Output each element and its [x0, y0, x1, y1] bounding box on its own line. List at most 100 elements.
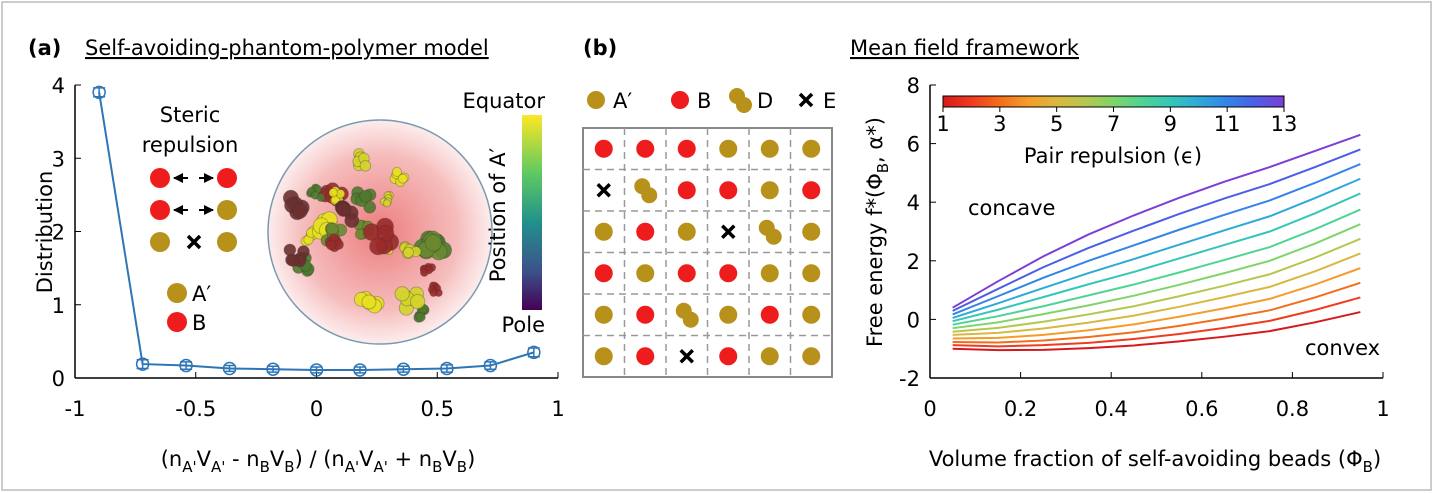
- lattice-site: [802, 181, 821, 200]
- error-bar: [93, 87, 106, 98]
- x-tick-label: 1: [551, 397, 564, 421]
- lattice-site: [677, 139, 696, 158]
- legend-label: E: [823, 89, 836, 113]
- y-tick-label: 6: [907, 133, 920, 157]
- annotation: concave: [968, 196, 1055, 220]
- sphere-blob: [328, 187, 338, 198]
- lattice-site: [636, 264, 655, 283]
- label-part: Free energy f*(Φ: [863, 173, 887, 347]
- sphere-blob: [291, 202, 308, 219]
- label-part: + n: [388, 447, 432, 471]
- data-point: [440, 361, 454, 376]
- data-point: [266, 362, 280, 376]
- label-part: ) / (n: [295, 447, 345, 471]
- data-point: [135, 357, 150, 371]
- bead: [217, 168, 237, 188]
- series-line: [952, 267, 1361, 340]
- subscript: A': [182, 458, 196, 476]
- bead: [217, 200, 237, 220]
- x-tick-label: 0.2: [1004, 397, 1037, 421]
- colorbar-tick-label: 3: [993, 112, 1006, 136]
- sphere-blob: [316, 192, 326, 202]
- bead: [150, 200, 170, 220]
- series-line: [952, 163, 1361, 316]
- label-part: ): [1373, 447, 1381, 471]
- sphere-blob: [369, 237, 387, 256]
- label-part: Volume fraction of self-avoiding beads (…: [929, 447, 1363, 471]
- sphere-blob: [376, 224, 395, 243]
- colorbar-tick-label: 7: [1107, 112, 1120, 136]
- lattice-site: [721, 224, 736, 239]
- data-point: [396, 362, 411, 376]
- sphere-blob: [286, 254, 300, 267]
- data-point: [527, 345, 541, 360]
- subscript: B: [432, 458, 442, 476]
- subscript: B: [260, 458, 270, 476]
- colorbar-top: Equator: [463, 89, 546, 113]
- chart-title: Self-avoiding-phantom-polymer model: [85, 36, 489, 60]
- y-tick-label: 0: [52, 367, 65, 391]
- annotation: convex: [1305, 336, 1380, 360]
- x-tick-label: -0.5: [175, 397, 216, 421]
- lattice-site: [594, 347, 613, 366]
- lattice-site: [802, 264, 821, 283]
- sphere-blob: [429, 288, 438, 297]
- data-point: [353, 363, 367, 377]
- error-bar: [267, 365, 280, 373]
- data-point: [92, 85, 106, 100]
- legend-marker: [798, 92, 814, 108]
- lattice-site: [719, 139, 738, 158]
- lattice-site: [802, 139, 821, 158]
- label-part: (n: [161, 447, 183, 471]
- x-axis-label: (nA'VA' - nBVB) / (nA'VA' + nBVB): [161, 447, 476, 476]
- x-tick-label: 0: [923, 397, 936, 421]
- lattice-site: [760, 264, 779, 283]
- lattice-site: [679, 349, 694, 364]
- data-point: [483, 358, 498, 373]
- sphere-blob: [397, 173, 408, 184]
- lattice-site: [719, 181, 738, 200]
- sphere-blob: [382, 199, 392, 208]
- lattice-site: [636, 139, 655, 158]
- sphere-blob: [325, 222, 339, 236]
- x-tick-label: 0.5: [421, 397, 454, 421]
- lattice-site: [760, 181, 779, 200]
- legend-label: B: [697, 89, 711, 113]
- lattice-site: [677, 264, 696, 283]
- series-line: [952, 237, 1361, 333]
- lattice-site: [594, 222, 613, 241]
- y-axis-label: Distribution: [33, 171, 57, 294]
- colorbar-label: Position of A′: [486, 148, 510, 283]
- panel-label: (b): [583, 36, 617, 60]
- sphere-blob: [424, 234, 443, 252]
- sphere-blob: [391, 166, 403, 178]
- x-tick-label: 0.6: [1185, 397, 1218, 421]
- sphere-blob: [419, 267, 429, 277]
- colorbar: [522, 115, 542, 310]
- sphere-blob: [359, 189, 372, 203]
- label-part: , α*): [863, 117, 887, 163]
- sphere-blob: [283, 243, 297, 257]
- lattice-site: [594, 305, 613, 324]
- data-point: [309, 363, 324, 377]
- lattice-site: [636, 222, 655, 241]
- error-bar: [527, 347, 540, 358]
- subscript: B: [1363, 458, 1373, 476]
- x-tick-label: 1: [1376, 397, 1389, 421]
- sphere-blob: [325, 239, 337, 251]
- bead: [217, 232, 237, 252]
- legend-label: A′: [613, 89, 632, 113]
- x-tick-label: 0.8: [1276, 397, 1309, 421]
- cross: [186, 234, 202, 250]
- colorbar-bottom: Pole: [501, 313, 545, 337]
- subscript: A': [211, 458, 225, 476]
- series-line: [952, 148, 1361, 312]
- error-bar: [397, 365, 410, 373]
- y-tick-label: 4: [907, 191, 920, 215]
- y-tick-label: 0: [907, 308, 920, 332]
- label-part: ): [467, 447, 475, 471]
- data-point: [222, 361, 237, 376]
- lattice-site: [594, 139, 613, 158]
- colorbar-tick-label: 13: [1271, 112, 1298, 136]
- x-tick-label: 0.4: [1094, 397, 1127, 421]
